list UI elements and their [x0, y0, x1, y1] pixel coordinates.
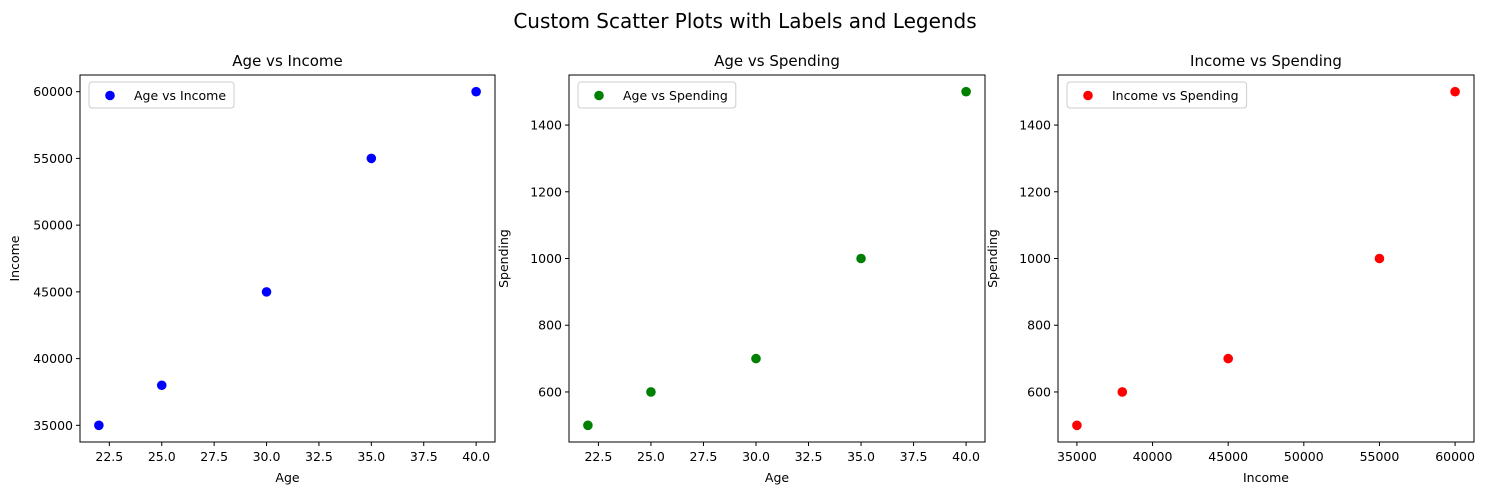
x-tick-label: 35.0	[847, 449, 875, 464]
subplot-1: Age vs Income Age Income 22.5 25.0 27.5 30.0 32…	[7, 52, 496, 485]
x-tick-label: 35.0	[357, 449, 385, 464]
y-tick-label: 1400	[1019, 118, 1051, 133]
y-tick-label: 800	[538, 318, 562, 333]
scatter-point	[646, 387, 656, 397]
legend-frame	[1066, 81, 1248, 109]
y-tick-label: 1400	[530, 118, 562, 133]
x-tick-label: 25.0	[637, 449, 665, 464]
legend-marker	[105, 90, 115, 101]
x-axis-label: Age	[765, 470, 789, 485]
scatter-point	[471, 86, 481, 97]
x-tick-label: 50000	[1284, 449, 1324, 464]
scatter-point	[1223, 353, 1233, 364]
series-1	[583, 86, 971, 431]
scatter-point	[1117, 387, 1128, 397]
subplot-2: Age vs Spending Age Spending 22.5 25.0 27.5 30…	[496, 52, 986, 485]
series-1	[94, 86, 481, 431]
y-tick-label: 600	[538, 384, 562, 399]
x-tick-label: 45000	[1208, 449, 1248, 464]
legend: Age vs Income	[88, 81, 235, 109]
x-tick-label: 27.5	[200, 449, 228, 464]
scatter-point	[94, 420, 104, 431]
x-tick-label: 55000	[1360, 449, 1400, 464]
figure-suptitle: Custom Scatter Plots with Labels and Leg…	[513, 9, 976, 33]
plot-area-frame	[79, 74, 496, 443]
x-tick-label: 37.5	[900, 449, 928, 464]
y-tick-label: 1000	[530, 251, 562, 266]
x-tick-label: 35000	[1057, 449, 1097, 464]
x-tick-label: 37.5	[410, 449, 438, 464]
y-tick-label: 1200	[530, 184, 562, 199]
legend-frame	[577, 81, 737, 109]
x-tick-label: 27.5	[690, 449, 718, 464]
y-tick-label: 1000	[1019, 251, 1051, 266]
subplot-3: Income vs Spending Income Spending 35000 400…	[985, 52, 1475, 485]
x-tick-label: 22.5	[584, 449, 612, 464]
x-tick-label: 22.5	[95, 449, 123, 464]
scatter-point	[583, 420, 593, 431]
scatter-point	[261, 287, 272, 297]
y-tick-label: 600	[1027, 384, 1051, 399]
x-tick-label: 40.0	[462, 449, 490, 464]
subplot-title: Income vs Spending	[1190, 52, 1342, 70]
scatter-point	[751, 353, 761, 364]
x-tick-label: 32.5	[305, 449, 333, 464]
y-tick-label: 1200	[1019, 184, 1051, 199]
legend-frame	[88, 81, 235, 109]
y-tick-label: 60000	[33, 84, 73, 99]
y-tick-label: 40000	[33, 351, 73, 366]
subplot-title: Age vs Income	[232, 52, 342, 70]
legend-label: Income vs Spending	[1112, 88, 1239, 103]
x-tick-label: 32.5	[795, 449, 823, 464]
y-tick-label: 50000	[33, 218, 73, 233]
x-tick-label: 30.0	[742, 449, 770, 464]
y-axis-label: Income	[7, 235, 22, 281]
y-tick-label: 45000	[33, 284, 73, 299]
legend-label: Age vs Spending	[623, 88, 728, 103]
x-tick-label: 40.0	[952, 449, 980, 464]
plot-area-frame	[568, 74, 986, 443]
scatter-point	[856, 253, 866, 264]
scatter-point	[366, 153, 377, 164]
y-tick-label: 55000	[33, 151, 73, 166]
scatter-point	[1072, 420, 1082, 431]
scatter-point	[961, 86, 971, 97]
legend-marker	[1083, 90, 1093, 101]
legend: Age vs Spending	[577, 81, 737, 109]
legend-label: Age vs Income	[134, 88, 226, 103]
scatter-point	[1374, 253, 1385, 264]
x-tick-label: 30.0	[253, 449, 281, 464]
legend-marker	[594, 90, 604, 101]
x-axis-label: Age	[275, 470, 299, 485]
scatter-point	[156, 380, 167, 391]
x-axis-label: Income	[1243, 470, 1289, 485]
subplot-title: Age vs Spending	[714, 52, 840, 70]
series-1	[1072, 86, 1460, 431]
x-tick-label: 25.0	[148, 449, 176, 464]
x-tick-label: 60000	[1435, 449, 1475, 464]
scatter-point	[1450, 86, 1460, 97]
y-tick-label: 35000	[33, 418, 73, 433]
legend: Income vs Spending	[1066, 81, 1248, 109]
plot-area-frame	[1057, 74, 1475, 443]
y-axis-label: Spending	[985, 229, 1000, 288]
subplots: Age vs Income Age Income 22.5 25.0 27.5 30.0 32…	[7, 52, 1475, 485]
y-tick-label: 800	[1027, 318, 1051, 333]
y-axis-label: Spending	[496, 229, 511, 288]
x-tick-label: 40000	[1133, 449, 1173, 464]
